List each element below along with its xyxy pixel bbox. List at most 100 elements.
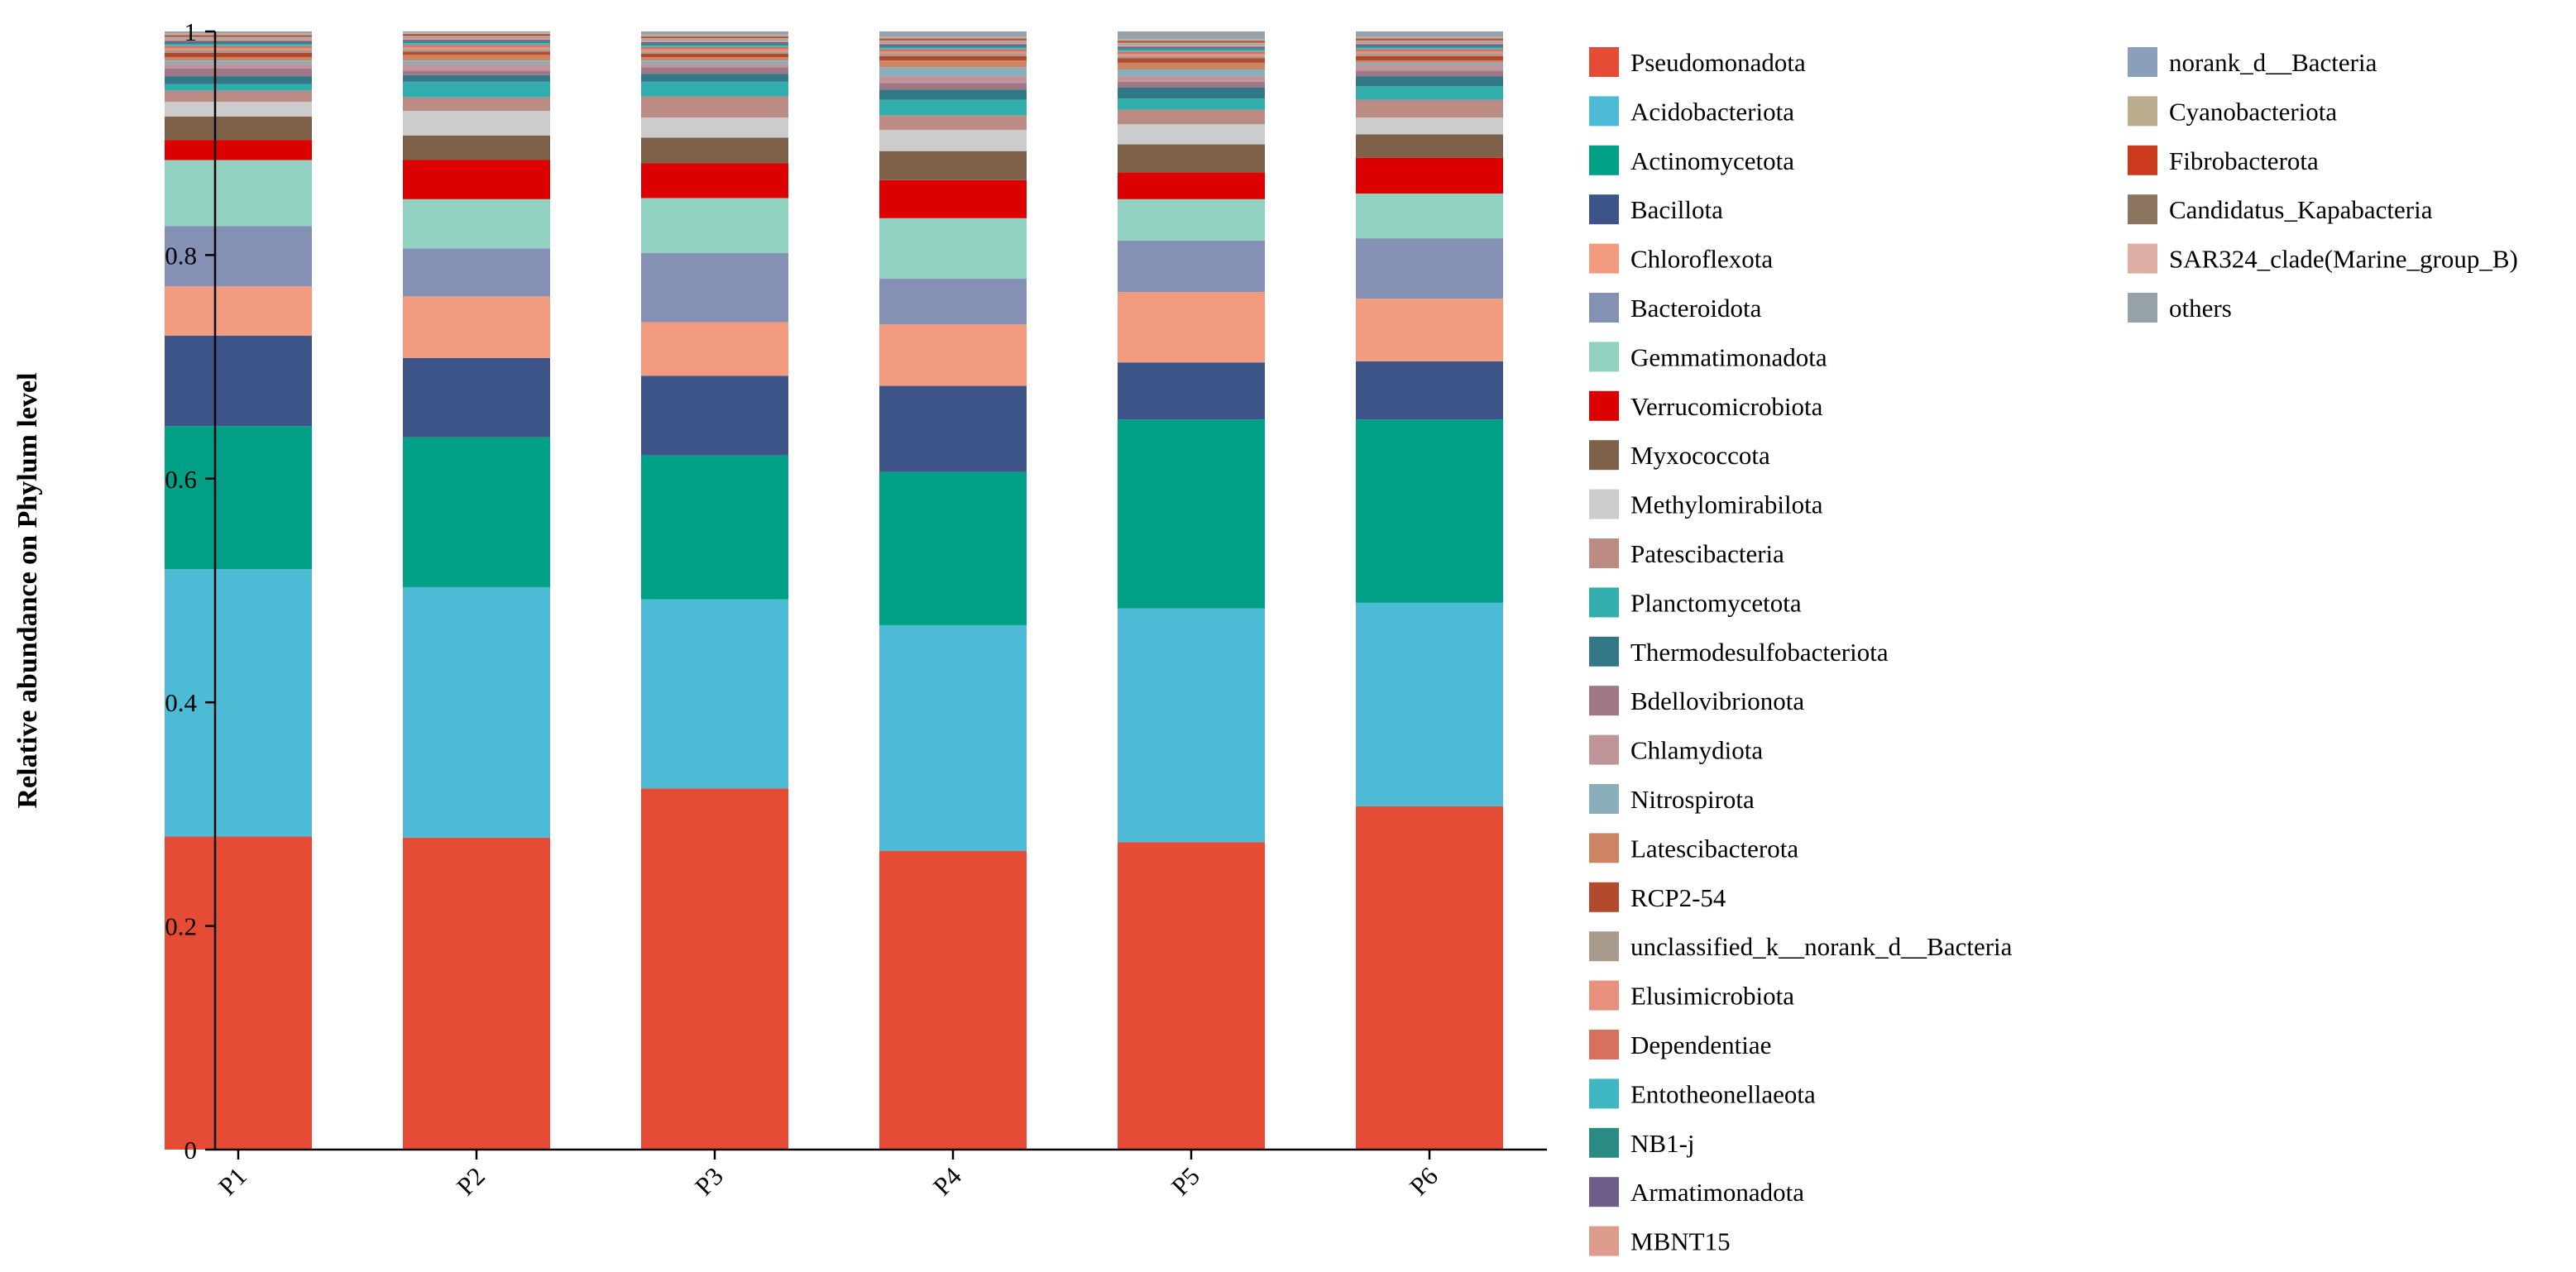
bar-segment [403, 586, 550, 838]
bar-segment [403, 97, 550, 111]
bar-segment [1356, 157, 1503, 194]
legend-swatch [1589, 390, 1619, 421]
legend-item: Verrucomicrobiota [1589, 390, 1823, 421]
bar-segment [165, 160, 312, 227]
bar-segment [641, 57, 788, 61]
bar-segment [1356, 299, 1503, 361]
bar-segment [1356, 806, 1503, 1150]
bar-segment [641, 252, 788, 323]
legend-label: Chlamydiota [1630, 736, 1763, 765]
bar-segment [879, 471, 1027, 625]
legend-label: Bacteroidota [1630, 294, 1762, 323]
bar-segment [165, 57, 312, 61]
legend-item: Elusimicrobiota [1589, 980, 1794, 1011]
legend-label: Myxococcota [1630, 441, 1770, 470]
legend-item: Fibrobacterota [2128, 145, 2319, 175]
bar-segment [165, 44, 312, 46]
bar-segment [641, 43, 788, 45]
legend-swatch [1589, 931, 1619, 962]
bar-segment [879, 54, 1027, 56]
legend-swatch [1589, 342, 1619, 372]
bar-segment [165, 35, 312, 36]
x-tick-label: P3 [689, 1161, 729, 1201]
legend-swatch [1589, 587, 1619, 618]
bar-segment [403, 33, 550, 36]
bar-stack-P1 [165, 31, 312, 1150]
legend-swatch [1589, 734, 1619, 765]
legend-label: Patescibacteria [1630, 539, 1784, 568]
bar-segment [879, 324, 1027, 386]
y-tick-label: 0.8 [165, 241, 197, 270]
bar-segment [879, 624, 1027, 852]
bar-segment [641, 198, 788, 253]
bar-segment [1118, 172, 1265, 199]
bar-segment [165, 569, 312, 837]
bar-segment [1356, 41, 1503, 43]
bar-stack-P2 [403, 31, 550, 1150]
legend-label: Gemmatimonadota [1630, 342, 1827, 371]
bar-segment [879, 51, 1027, 55]
legend-label: Bacillota [1630, 195, 1723, 224]
legend-swatch [1589, 636, 1619, 667]
bar-stack-P4 [879, 31, 1027, 1150]
bar-segment [1356, 86, 1503, 100]
legend-swatch [2128, 145, 2157, 175]
legend-swatch [1589, 47, 1619, 77]
legend-label: Pseudomonadota [1630, 48, 1806, 77]
legend-item: Patescibacteria [1589, 538, 1784, 568]
legend-label: RCP2-54 [1630, 883, 1726, 912]
bar-segment [879, 42, 1027, 45]
bar-segment [1118, 69, 1265, 77]
bar-segment [1356, 117, 1503, 135]
bar-segment [1118, 50, 1265, 52]
bar-segment [641, 39, 788, 41]
bar-segment [1118, 43, 1265, 45]
bar-segment [879, 39, 1027, 41]
bar-segment [641, 599, 788, 789]
bar-segment [403, 64, 550, 71]
legend-label: Bdellovibrionota [1630, 686, 1804, 715]
bar-segment [1356, 65, 1503, 71]
bar-segment [403, 51, 550, 55]
legend-item: Armatimonadota [1589, 1177, 1804, 1207]
legend-item: Bdellovibrionota [1589, 686, 1804, 716]
bar-segment [641, 49, 788, 52]
bar-segment [879, 99, 1027, 116]
bar-segment [641, 51, 788, 55]
bar-segment [403, 41, 550, 44]
legend-item: Acidobacteriota [1589, 96, 1794, 127]
legend-item: unclassified_k__norank_d__Bacteria [1589, 931, 2013, 962]
bar-segment [1118, 46, 1265, 49]
bar-segment [1118, 87, 1265, 99]
bar-segment [1118, 362, 1265, 420]
bar-segment [1356, 47, 1503, 50]
bar-segment [1118, 842, 1265, 1150]
legend-swatch [2128, 194, 2157, 225]
bar-segment [1118, 55, 1265, 59]
bar-segment [403, 837, 550, 1150]
bar-segment [879, 41, 1027, 43]
legend-item: Entotheonellaeota [1589, 1078, 1816, 1109]
bar-segment [403, 110, 550, 136]
bar-segment [403, 296, 550, 358]
bar-segment [879, 218, 1027, 279]
legend-swatch [1589, 833, 1619, 863]
bar-segment [403, 45, 550, 47]
bar-segment [1356, 39, 1503, 41]
bar-segment [641, 36, 788, 39]
legend-label: others [2169, 294, 2232, 323]
bar-segment [165, 52, 312, 58]
y-tick-label: 0.6 [165, 465, 197, 494]
bar-segment [403, 36, 550, 39]
bar-segment [1118, 76, 1265, 82]
bar-segment [879, 44, 1027, 46]
bar-segment [1356, 70, 1503, 77]
bar-segment [879, 278, 1027, 325]
legend-swatch [1589, 194, 1619, 225]
legend-label: Latescibacterota [1630, 834, 1798, 863]
bar-segment [403, 70, 550, 75]
bar-segment [165, 286, 312, 336]
bar-segment [879, 385, 1027, 472]
bar-segment [1118, 51, 1265, 55]
